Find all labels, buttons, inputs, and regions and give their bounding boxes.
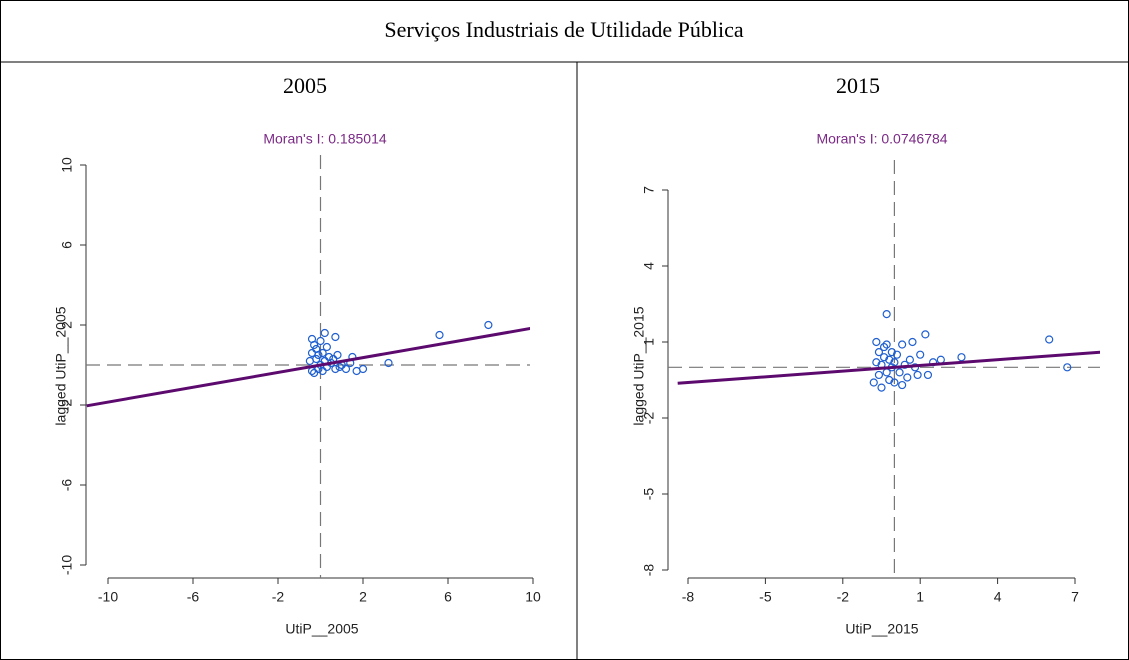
y-tick-label: -8 xyxy=(641,564,657,577)
point xyxy=(879,353,889,362)
point xyxy=(900,360,909,369)
point xyxy=(923,370,933,380)
point xyxy=(895,368,904,377)
x-tick-label: -8 xyxy=(682,589,695,605)
point xyxy=(484,320,493,330)
fit-line xyxy=(86,327,530,408)
y-axis-label: lagged UtiP__2005 xyxy=(53,306,69,425)
point xyxy=(312,354,321,364)
point xyxy=(307,334,317,344)
point xyxy=(333,350,342,360)
y-tick-label: -2 xyxy=(59,399,75,412)
point xyxy=(435,330,444,340)
chart-title: Moran's I: 0.0746784 xyxy=(816,131,947,147)
x-axis-label: UtiP__2005 xyxy=(285,621,358,637)
point xyxy=(879,342,889,352)
point xyxy=(869,378,878,387)
point xyxy=(331,332,340,342)
point xyxy=(885,375,894,385)
x-tick-label: 6 xyxy=(444,589,452,605)
point xyxy=(318,348,327,358)
point xyxy=(358,364,368,374)
y-tick-label: 1 xyxy=(641,338,657,346)
y-tick-label: 6 xyxy=(59,241,75,249)
point xyxy=(890,358,899,367)
point xyxy=(898,380,907,390)
x-tick-label: 10 xyxy=(525,589,541,605)
y-tick-label: -6 xyxy=(59,479,75,492)
point xyxy=(903,373,912,382)
point xyxy=(872,337,881,347)
point xyxy=(882,340,891,349)
point xyxy=(384,358,393,368)
point xyxy=(916,350,925,359)
x-tick-label: 4 xyxy=(994,589,1002,605)
y-tick-label: -2 xyxy=(641,412,657,425)
chart-title: Moran's I: 0.185014 xyxy=(263,131,387,147)
point xyxy=(1063,363,1072,372)
point xyxy=(872,358,881,367)
y-tick-label: -10 xyxy=(59,555,75,575)
point xyxy=(874,370,884,380)
point xyxy=(936,355,945,364)
x-axis-label: UtiP__2015 xyxy=(845,621,918,637)
y-tick-label: 2 xyxy=(59,321,75,329)
x-tick-label: 1 xyxy=(916,589,924,605)
point xyxy=(331,364,340,374)
point xyxy=(335,362,344,372)
x-tick-label: -2 xyxy=(837,589,850,605)
point xyxy=(885,355,894,364)
point xyxy=(908,337,917,347)
x-tick-label: -5 xyxy=(759,589,772,605)
point xyxy=(322,342,331,352)
x-tick-label: 7 xyxy=(1071,589,1079,605)
column-header: 2015 xyxy=(836,73,880,98)
point xyxy=(314,350,323,360)
x-tick-label: -2 xyxy=(272,589,285,605)
table-title: Serviços Industriais de Utilidade Públic… xyxy=(384,17,743,42)
x-tick-label: 2 xyxy=(359,589,367,605)
y-tick-label: 4 xyxy=(641,262,657,270)
y-tick-label: 10 xyxy=(59,157,75,173)
point xyxy=(890,378,899,387)
point xyxy=(957,353,966,362)
point xyxy=(874,348,884,357)
point xyxy=(1045,335,1054,344)
point xyxy=(892,350,902,359)
point xyxy=(913,370,922,380)
point xyxy=(921,330,930,339)
y-axis-label: lagged UtiP__2015 xyxy=(631,306,647,425)
x-tick-label: -6 xyxy=(187,589,200,605)
point xyxy=(887,348,896,357)
point xyxy=(882,310,891,319)
fit-line xyxy=(677,350,1100,385)
point xyxy=(316,336,325,346)
x-tick-label: -10 xyxy=(98,589,118,605)
point xyxy=(905,355,914,364)
point xyxy=(877,383,886,392)
point xyxy=(898,340,907,349)
y-tick-label: 7 xyxy=(641,186,657,194)
point xyxy=(320,328,329,338)
column-header: 2005 xyxy=(283,73,327,98)
y-tick-label: -5 xyxy=(641,488,657,501)
